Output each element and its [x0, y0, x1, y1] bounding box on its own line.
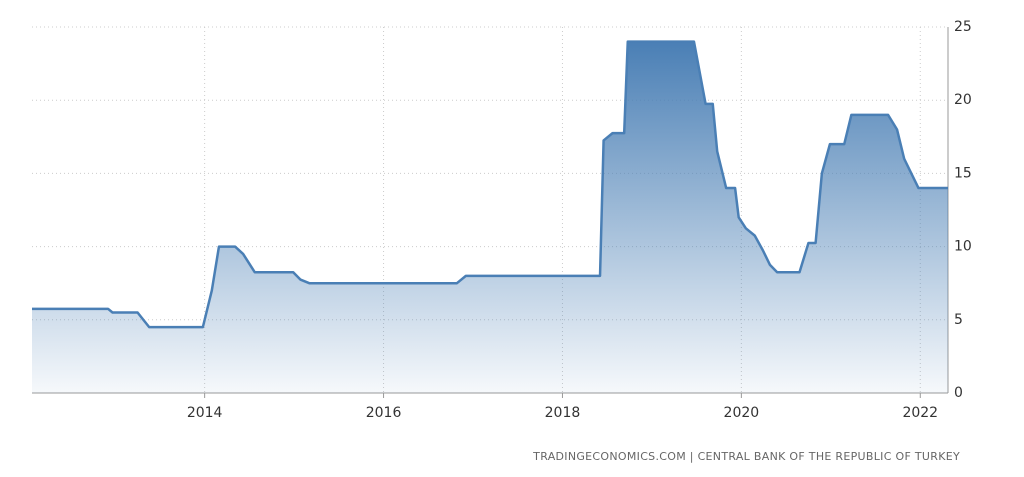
- x-tick-label: 2018: [545, 405, 581, 421]
- x-tick-label: 2022: [902, 405, 938, 421]
- source: TRADINGECONOMICS.COM | CENTRAL BANK OF T…: [532, 450, 960, 463]
- line: [32, 40, 948, 329]
- x-tick-label: 2016: [366, 405, 402, 421]
- x-tick-label: 2014: [187, 405, 223, 421]
- area-fill: [32, 41, 948, 393]
- y-tick-label: 0: [954, 385, 963, 401]
- y-tick-label: 25: [954, 19, 972, 35]
- y-tick-label: 10: [954, 239, 972, 255]
- x-tick-label: 2020: [724, 405, 760, 421]
- y-tick-label: 20: [954, 92, 972, 108]
- y-tick-label: 15: [954, 165, 972, 181]
- y-tick-label: 5: [954, 312, 963, 328]
